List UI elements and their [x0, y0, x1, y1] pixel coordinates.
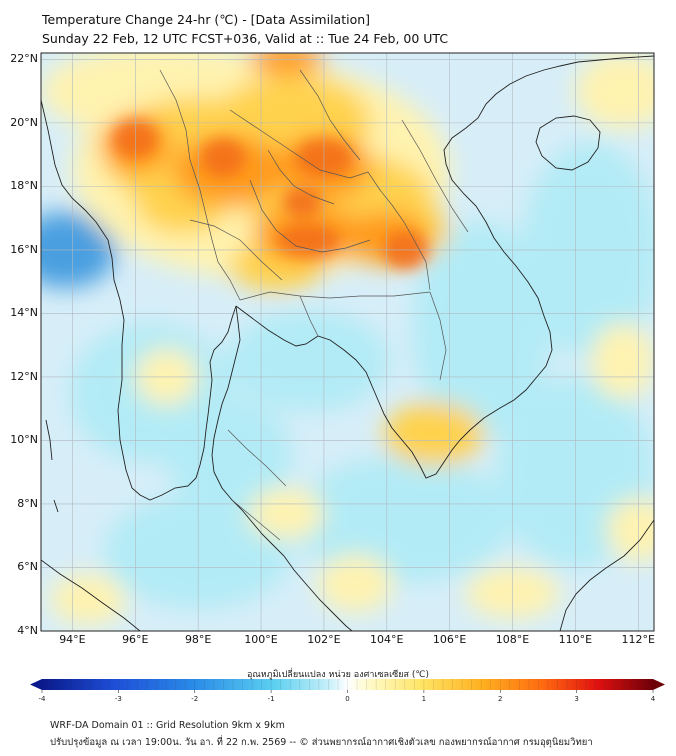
- coastline-gulf: [235, 55, 654, 479]
- colorbar-label: อุณหภูมิเปลี่ยนแปลง หน่วย องศาเซลเซียส (…: [246, 670, 430, 680]
- coastline-borneo: [559, 519, 654, 631]
- map-title: Temperature Change 24-hr (℃) - [Data Ass…: [42, 12, 371, 27]
- lon-label: 110°E: [558, 633, 593, 646]
- footer-credit: ปรับปรุงข้อมูล ณ เวลา 19:00น. วัน อา. ที…: [50, 737, 593, 748]
- temperature-anomaly-area: [50, 573, 126, 625]
- lon-label: 94°E: [59, 633, 86, 646]
- lon-label: 104°E: [370, 633, 404, 646]
- lat-label: 6°N: [17, 560, 38, 574]
- colorbar-tick-marks: [41, 679, 654, 693]
- lon-label: 102°E: [307, 633, 341, 646]
- temperature-anomaly-area: [317, 554, 394, 612]
- lon-label: 100°E: [244, 633, 278, 646]
- map-frame: [40, 52, 655, 632]
- coastline-sumatra: [41, 559, 141, 631]
- coastline-hainan: [535, 115, 601, 171]
- colorbar-tick-label: 1: [421, 695, 427, 703]
- colorbar-tick-label: 3: [574, 695, 579, 703]
- colorbar-tick-label: 4: [650, 695, 656, 703]
- colorbar-tick-label: -1: [267, 695, 275, 703]
- graticule: [41, 53, 654, 631]
- colorbar-tick-label: -2: [191, 695, 199, 703]
- colorbar: [42, 679, 653, 690]
- temperature-hotspot: [201, 138, 246, 177]
- coastlines: [41, 55, 654, 631]
- temperature-hotspot: [283, 186, 321, 219]
- coastline-andaman: [45, 419, 59, 513]
- lon-label: 112°E: [621, 633, 655, 646]
- temperature-anomaly-area: [606, 497, 654, 562]
- colorbar-tick-label: -4: [38, 695, 46, 703]
- colorbar-tick-label: -3: [114, 695, 122, 703]
- temperature-anomaly-area: [292, 456, 513, 584]
- lat-label: 12°N: [10, 369, 38, 383]
- lon-label: 106°E: [432, 633, 467, 646]
- temperature-anomaly-area: [575, 53, 654, 130]
- temperature-anomaly-area: [411, 221, 551, 438]
- lat-label: 4°N: [17, 624, 38, 637]
- temperature-anomaly-area: [383, 402, 485, 466]
- lon-label: 96°E: [122, 633, 149, 646]
- lon-label: 98°E: [184, 633, 212, 646]
- lat-label: 18°N: [10, 179, 38, 193]
- admin-borders: [159, 69, 469, 541]
- colorbar-tick-label: 0: [345, 695, 350, 703]
- temperature-anomaly-area: [248, 53, 324, 76]
- lon-label: 108°E: [495, 633, 530, 646]
- colorbar-min-extend: [30, 679, 42, 690]
- colorbar-tick-label: 2: [498, 695, 503, 703]
- footer-model-info: WRF-DA Domain 01 :: Grid Resolution 9km …: [50, 720, 285, 731]
- coastline-peninsula: [211, 305, 353, 631]
- temperature-hotspot: [276, 224, 340, 257]
- temperature-anomaly-area: [591, 322, 654, 400]
- map-subtitle: Sunday 22 Feb, 12 UTC FCST+036, Valid at…: [42, 31, 449, 46]
- lat-label: 20°N: [10, 115, 38, 129]
- lat-label: 22°N: [10, 52, 38, 66]
- lat-label: 8°N: [17, 496, 38, 510]
- temperature-anomaly-area: [248, 488, 324, 539]
- colorbar-max-extend: [653, 679, 665, 690]
- coastline-mainland: [41, 99, 237, 501]
- lat-label: 16°N: [10, 242, 38, 256]
- temperature-anomaly-area: [226, 310, 390, 412]
- lat-label: 14°N: [10, 306, 38, 320]
- lat-label: 10°N: [10, 433, 38, 447]
